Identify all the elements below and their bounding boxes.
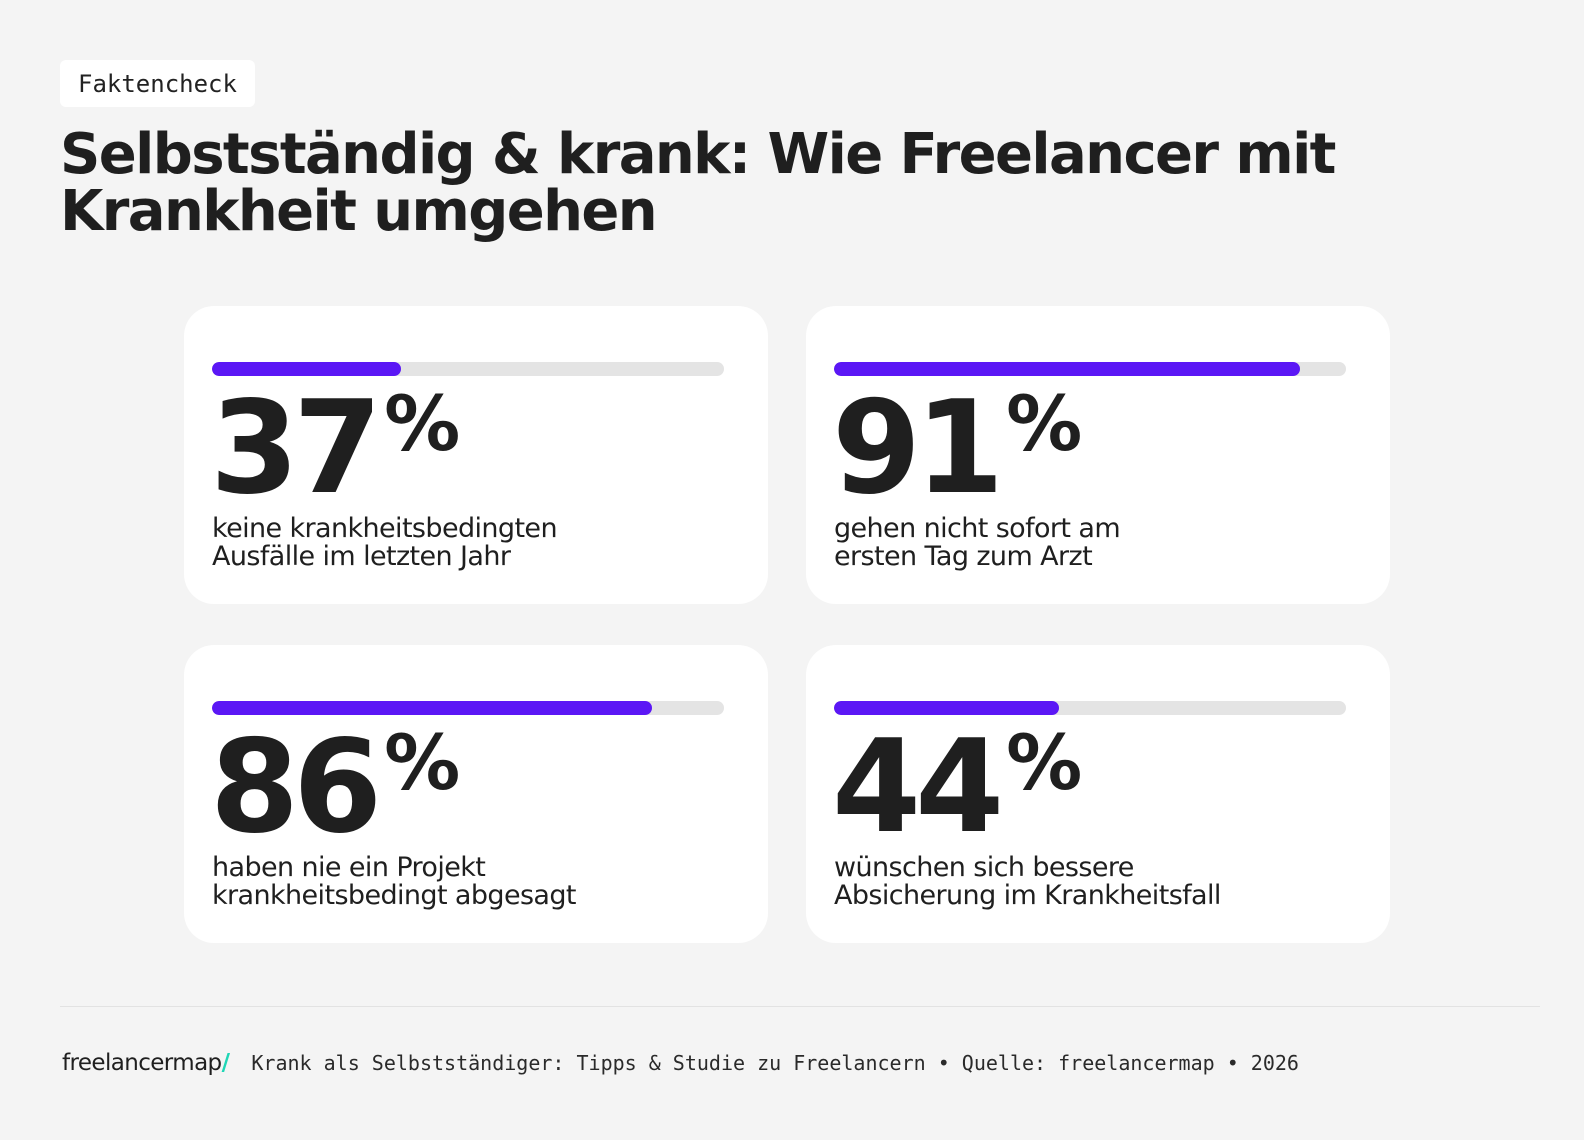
stat-value: 37 %	[210, 374, 460, 523]
logo-text: freelancermap	[62, 1050, 222, 1076]
stat-card: 86 % haben nie ein Projekt krankheitsbed…	[184, 645, 768, 943]
stat-card: 91 % gehen nicht sofort am ersten Tag zu…	[806, 306, 1390, 604]
stat-number: 37	[210, 374, 382, 523]
progress-track	[834, 362, 1346, 376]
percent-sign: %	[384, 379, 460, 468]
stat-card: 37 % keine krankheitsbedingten Ausfälle …	[184, 306, 768, 604]
stat-number: 44	[832, 713, 1004, 862]
stat-description: gehen nicht sofort am ersten Tag zum Arz…	[834, 513, 1121, 572]
stat-value: 91 %	[832, 374, 1082, 523]
stat-number: 86	[210, 713, 382, 862]
page-title: Selbstständig & krank: Wie Freelancer mi…	[60, 122, 1336, 244]
percent-sign: %	[1006, 718, 1082, 807]
progress-fill	[834, 362, 1300, 376]
stat-value: 44 %	[832, 713, 1082, 862]
stat-card: 44 % wünschen sich bessere Absicherung i…	[806, 645, 1390, 943]
stat-value: 86 %	[210, 713, 460, 862]
footer-divider	[60, 1006, 1540, 1007]
category-tag: Faktencheck	[60, 60, 255, 107]
stat-description: haben nie ein Projekt krankheitsbedingt …	[212, 852, 576, 911]
source-credit: Krank als Selbstständiger: Tipps & Studi…	[251, 1051, 1299, 1075]
progress-fill	[834, 701, 1060, 715]
progress-fill	[212, 362, 402, 376]
progress-track	[212, 701, 724, 715]
percent-sign: %	[1006, 379, 1082, 468]
progress-fill	[212, 701, 653, 715]
progress-track	[212, 362, 724, 376]
footer: freelancermap/ Krank als Selbstständiger…	[62, 1050, 1299, 1076]
stat-number: 91	[832, 374, 1004, 523]
progress-track	[834, 701, 1346, 715]
percent-sign: %	[384, 718, 460, 807]
logo-slash: /	[221, 1050, 230, 1076]
brand-logo[interactable]: freelancermap/	[62, 1050, 230, 1076]
stat-description: keine krankheitsbedingten Ausfälle im le…	[212, 513, 558, 572]
stat-description: wünschen sich bessere Absicherung im Kra…	[834, 852, 1221, 911]
